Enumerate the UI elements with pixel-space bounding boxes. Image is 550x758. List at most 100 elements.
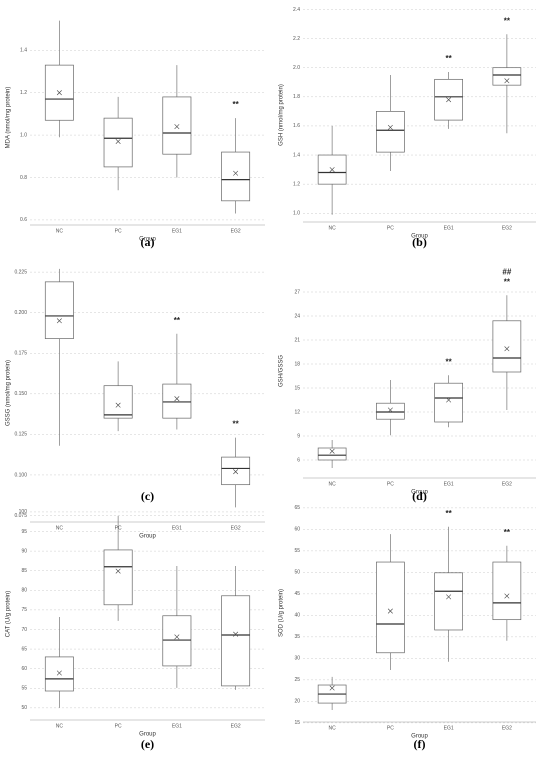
x-tick-label: NC — [56, 723, 64, 729]
x-tick-label: EG2 — [231, 228, 241, 234]
x-tick-label: EG1 — [172, 723, 182, 729]
mean-marker — [233, 170, 239, 176]
y-tick-label: 50 — [21, 705, 27, 711]
x-tick-label: EG1 — [172, 228, 182, 234]
x-tick-label: EG2 — [231, 723, 241, 729]
y-tick-label: 6 — [297, 457, 300, 463]
y-axis-title: GSH/GSSG — [279, 355, 285, 387]
box — [492, 320, 522, 373]
box — [492, 67, 522, 86]
y-tick-label: 100 — [19, 509, 28, 515]
significance-label: ** — [446, 357, 453, 366]
y-tick-label: 1.8 — [293, 94, 300, 100]
mean-marker — [329, 167, 335, 173]
y-tick-label: 9 — [297, 433, 300, 439]
y-tick-label: 1.0 — [293, 211, 300, 217]
y-axis-title: SOD (U/g protein) — [279, 589, 285, 637]
mean-cross — [56, 670, 62, 676]
y-axis-title: GSH (nmol/mg protein) — [279, 84, 285, 146]
mean-marker — [56, 90, 62, 96]
y-tick-label: 45 — [294, 591, 300, 597]
y-tick-label: 90 — [21, 548, 27, 554]
mean-marker — [387, 124, 393, 130]
y-tick-label: 60 — [294, 527, 300, 533]
y-tick-label: 0.200 — [14, 310, 27, 316]
y-tick-label: 0.8 — [20, 175, 27, 181]
mean-marker — [56, 318, 62, 324]
mean-cross — [504, 593, 510, 599]
y-tick-label: 27 — [294, 289, 300, 295]
y-tick-label: 0.100 — [14, 472, 27, 478]
x-tick-label: EG2 — [502, 481, 512, 487]
box — [376, 111, 405, 153]
panel-label: (b) — [412, 235, 427, 249]
mean-marker — [387, 407, 393, 413]
mean-cross — [504, 78, 510, 84]
x-tick-label: EG1 — [172, 525, 182, 531]
x-tick-label: PC — [387, 725, 394, 731]
mean-marker — [174, 124, 180, 130]
mean-marker — [233, 469, 239, 475]
mean-cross — [233, 631, 239, 637]
mean-cross — [446, 397, 452, 403]
y-tick-label: 50 — [294, 570, 300, 576]
y-tick-label: 35 — [294, 634, 300, 640]
y-tick-label: 1.4 — [20, 48, 27, 54]
mean-marker — [329, 685, 335, 691]
mean-marker — [174, 634, 180, 640]
mean-cross — [115, 138, 121, 144]
x-tick-label: EG2 — [502, 225, 512, 231]
x-tick-label: PC — [387, 481, 394, 487]
y-tick-label: 15 — [294, 720, 300, 726]
panel-label: (f) — [414, 737, 426, 751]
box — [103, 549, 133, 606]
x-tick-label: NC — [329, 481, 337, 487]
mean-cross — [446, 594, 452, 600]
y-tick-label: 18 — [294, 361, 300, 367]
mean-cross — [115, 402, 121, 408]
mean-cross — [233, 469, 239, 475]
x-tick-label: NC — [56, 525, 64, 531]
significance-label: ** — [446, 54, 453, 63]
mean-marker — [56, 670, 62, 676]
y-tick-label: 21 — [294, 337, 300, 343]
y-tick-label: 65 — [21, 646, 27, 652]
mean-cross — [387, 407, 393, 413]
x-axis-title: Group — [139, 732, 156, 738]
y-tick-label: 2.0 — [293, 65, 300, 71]
y-tick-label: 60 — [21, 666, 27, 672]
y-tick-label: 20 — [294, 699, 300, 705]
box — [317, 447, 347, 461]
box — [44, 656, 74, 692]
box — [376, 561, 405, 654]
x-axis-title: Group — [411, 490, 428, 496]
box — [221, 595, 251, 687]
x-tick-label: EG1 — [444, 481, 454, 487]
y-tick-label: 40 — [294, 613, 300, 619]
x-tick-label: EG1 — [444, 225, 454, 231]
y-tick-label: 1.2 — [20, 90, 27, 96]
y-tick-label: 2.2 — [293, 36, 300, 42]
mean-cross — [174, 634, 180, 640]
x-tick-label: EG2 — [231, 525, 241, 531]
mean-cross — [329, 685, 335, 691]
mean-marker — [387, 608, 393, 614]
mean-cross — [56, 90, 62, 96]
y-axis-title: MDA (nmol/mg protein) — [6, 87, 12, 149]
mean-cross — [329, 167, 335, 173]
y-tick-label: 65 — [294, 505, 300, 511]
mean-marker — [115, 138, 121, 144]
box — [162, 615, 192, 667]
x-axis-title: Group — [411, 734, 428, 740]
significance-label: ** — [446, 509, 453, 518]
y-tick-label: 1.0 — [20, 132, 27, 138]
mean-cross — [174, 396, 180, 402]
significance-label: ** — [233, 100, 240, 109]
mean-marker — [233, 631, 239, 637]
box — [492, 561, 522, 621]
mean-cross — [115, 568, 121, 574]
box — [221, 456, 251, 486]
y-tick-label: 12 — [294, 409, 300, 415]
mean-marker — [504, 346, 510, 352]
